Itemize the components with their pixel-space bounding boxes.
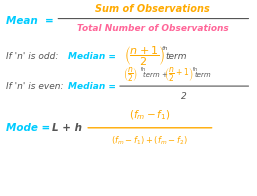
Text: $(f_m - f_1)$: $(f_m - f_1)$ — [129, 108, 171, 122]
Text: Mode =: Mode = — [6, 123, 50, 133]
Text: Sum of Observations: Sum of Observations — [96, 4, 210, 14]
Text: $\left(\dfrac{n+1}{2}\right)$: $\left(\dfrac{n+1}{2}\right)$ — [124, 44, 166, 68]
Text: 2: 2 — [181, 92, 187, 101]
Text: Mean  =: Mean = — [6, 15, 53, 25]
Text: Median =: Median = — [68, 82, 116, 91]
Text: Total Number of Observations: Total Number of Observations — [77, 24, 229, 33]
Text: term +: term + — [143, 72, 168, 78]
Text: $(f_m - f_1) + (f_m - f_2)$: $(f_m - f_1) + (f_m - f_2)$ — [112, 134, 188, 147]
Text: th: th — [141, 67, 146, 72]
Text: term: term — [195, 72, 212, 78]
Text: term: term — [166, 52, 187, 61]
Text: th: th — [193, 67, 198, 72]
Text: If 'n' is even:: If 'n' is even: — [6, 82, 63, 91]
Text: $\left(\dfrac{n}{2}\right)$: $\left(\dfrac{n}{2}\right)$ — [123, 66, 139, 84]
Text: th: th — [162, 46, 168, 51]
Text: Median =: Median = — [68, 52, 116, 61]
Text: $\left(\dfrac{n}{2}+1\right)$: $\left(\dfrac{n}{2}+1\right)$ — [164, 66, 194, 84]
Text: L + h: L + h — [52, 123, 82, 133]
Text: If 'n' is odd:: If 'n' is odd: — [6, 52, 58, 61]
